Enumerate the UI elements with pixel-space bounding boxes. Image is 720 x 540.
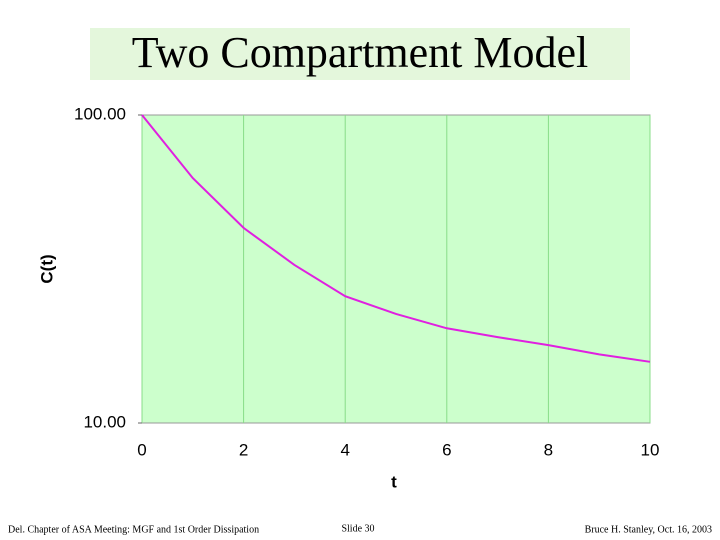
- x-tick-label: 8: [544, 440, 553, 459]
- x-tick-label: 10: [641, 440, 660, 459]
- x-tick-label: 4: [340, 440, 349, 459]
- y-tick-label: 10.00: [83, 412, 126, 431]
- line-series: [141, 114, 651, 363]
- x-tick-label: 2: [239, 440, 248, 459]
- plot-area: [141, 114, 651, 424]
- footer-center: Slide 30: [341, 523, 374, 534]
- footer-right: Bruce H. Stanley, Oct. 16, 2003: [585, 524, 712, 535]
- x-axis-label: t: [391, 472, 397, 491]
- title-background: [90, 28, 630, 80]
- chart-title: Two Compartment Model: [132, 28, 588, 77]
- footer-left: Del. Chapter of ASA Meeting: MGF and 1st…: [8, 524, 259, 535]
- x-tick-label: 6: [442, 440, 451, 459]
- y-axis-label: C(t): [37, 254, 56, 283]
- x-tick-label: 0: [137, 440, 146, 459]
- y-tick-label: 100.00: [74, 104, 126, 123]
